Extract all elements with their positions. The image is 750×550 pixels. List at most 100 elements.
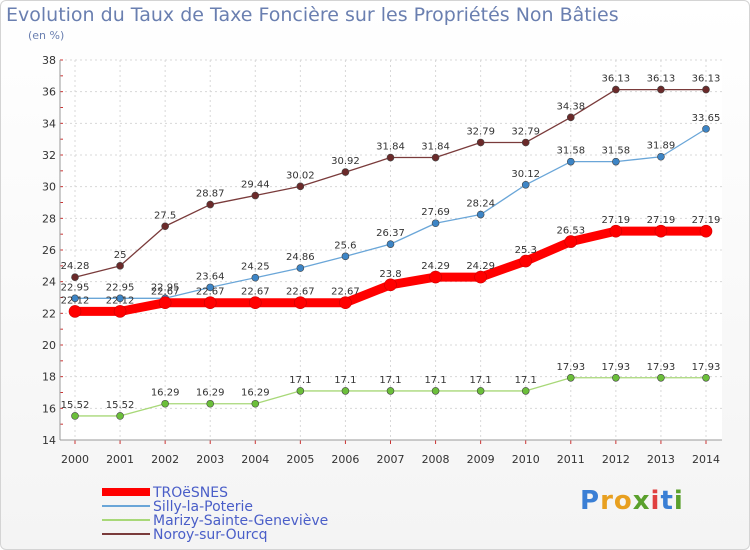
data-point — [476, 387, 485, 395]
x-tick-label: 2006 — [331, 453, 359, 466]
y-tick-label: 36 — [42, 86, 56, 99]
series-2: 15.52 15.52 16.29 16.29 16.29 17.1 17.1 17.1 17.… — [61, 362, 720, 420]
data-point — [431, 387, 440, 395]
data-label: 17.1 — [289, 375, 311, 386]
legend-label: Silly-la-Poterie — [153, 499, 253, 515]
data-point — [566, 373, 575, 382]
data-point — [612, 373, 620, 382]
data-point — [251, 399, 260, 408]
data-point — [431, 153, 440, 162]
x-tick-label: 2007 — [377, 453, 405, 466]
data-point — [71, 412, 79, 420]
data-point — [429, 270, 442, 284]
data-point — [113, 305, 127, 318]
data-label: 22.67 — [286, 287, 315, 298]
data-label: 22.67 — [196, 287, 225, 298]
data-label: 30.12 — [511, 169, 540, 180]
data-label: 31.84 — [376, 142, 405, 153]
data-point — [248, 296, 262, 310]
x-tick-label: 2005 — [286, 453, 314, 466]
data-point — [474, 270, 487, 284]
x-tick-label: 2004 — [241, 453, 269, 466]
data-point — [519, 254, 533, 268]
data-point — [296, 264, 305, 272]
x-tick-label: 2002 — [151, 453, 179, 466]
data-label: 15.52 — [61, 400, 90, 411]
data-label: 22.95 — [61, 282, 90, 293]
data-point — [566, 113, 575, 122]
data-label: 15.52 — [106, 400, 135, 411]
x-tick-label: 2008 — [422, 453, 450, 466]
data-point — [612, 85, 620, 94]
data-point — [251, 191, 260, 200]
data-label: 31.58 — [602, 146, 631, 157]
unit-label: (en %) — [28, 29, 65, 42]
x-tick-label: 2012 — [602, 453, 630, 466]
data-label: 32.79 — [466, 126, 495, 137]
data-label: 30.02 — [286, 170, 315, 181]
data-label: 28.24 — [466, 199, 495, 210]
y-tick-label: 18 — [42, 371, 56, 384]
x-tick-label: 2003 — [196, 453, 224, 466]
data-label: 22.95 — [106, 282, 135, 293]
data-label: 27.19 — [692, 215, 721, 226]
data-point — [521, 138, 530, 147]
logo-letter: t — [660, 486, 674, 516]
data-label: 17.93 — [647, 362, 676, 373]
data-label: 24.28 — [61, 261, 90, 272]
data-label: 17.93 — [602, 362, 631, 373]
data-point — [657, 373, 665, 382]
data-point — [294, 296, 307, 310]
data-label: 17.1 — [470, 375, 492, 386]
proxiti-logo: Proxiti — [580, 486, 684, 516]
data-label: 24.25 — [241, 262, 270, 273]
data-label: 27.69 — [421, 207, 450, 218]
data-label: 16.29 — [241, 388, 270, 399]
data-label: 17.93 — [556, 362, 585, 373]
data-point — [251, 273, 260, 282]
data-point — [68, 305, 82, 318]
series-0: 22.12 22.12 22.67 22.67 22.67 22.67 22.67 23.8 2… — [61, 215, 721, 318]
data-point — [386, 387, 395, 395]
data-point — [206, 200, 215, 209]
data-label: 25.6 — [334, 240, 356, 251]
logo-letter: P — [580, 486, 601, 516]
data-label: 17.1 — [424, 375, 446, 386]
data-point — [161, 222, 169, 231]
data-label: 27.19 — [602, 215, 631, 226]
data-label: 16.29 — [151, 388, 180, 399]
y-tick-label: 16 — [42, 402, 56, 415]
data-point — [386, 240, 395, 248]
data-label: 22.12 — [61, 295, 90, 306]
data-label: 30.92 — [331, 156, 360, 167]
data-point — [702, 125, 710, 133]
logo-letter: i — [650, 486, 661, 516]
data-point — [341, 252, 350, 261]
data-label: 24.86 — [286, 252, 315, 263]
y-tick-label: 30 — [42, 181, 56, 194]
data-label: 36.13 — [692, 74, 721, 85]
y-tick-label: 32 — [42, 149, 56, 162]
data-point — [341, 387, 350, 395]
series-3: 24.28 25 27.5 28.87 29.44 30.02 30.92 31.84 31.8… — [61, 74, 721, 282]
data-label: 22.95 — [151, 282, 180, 293]
logo-letter: i — [673, 486, 684, 516]
data-point — [161, 399, 169, 408]
data-label: 22.12 — [106, 295, 135, 306]
x-tick-label: 2001 — [106, 453, 134, 466]
data-point — [341, 168, 350, 176]
data-label: 32.79 — [511, 126, 540, 137]
data-point — [71, 294, 79, 303]
x-tick-label: 2011 — [557, 453, 585, 466]
data-point — [657, 85, 665, 94]
data-point — [71, 273, 79, 282]
data-label: 25 — [114, 250, 127, 261]
data-point — [612, 157, 620, 166]
data-label: 34.38 — [556, 101, 585, 112]
y-tick-label: 14 — [42, 434, 56, 447]
y-tick-label: 26 — [42, 244, 56, 257]
data-label: 27.19 — [647, 215, 676, 226]
chart-title: Evolution du Taux de Taxe Foncière sur l… — [6, 4, 619, 26]
legend-label: TROëSNES — [152, 485, 228, 501]
